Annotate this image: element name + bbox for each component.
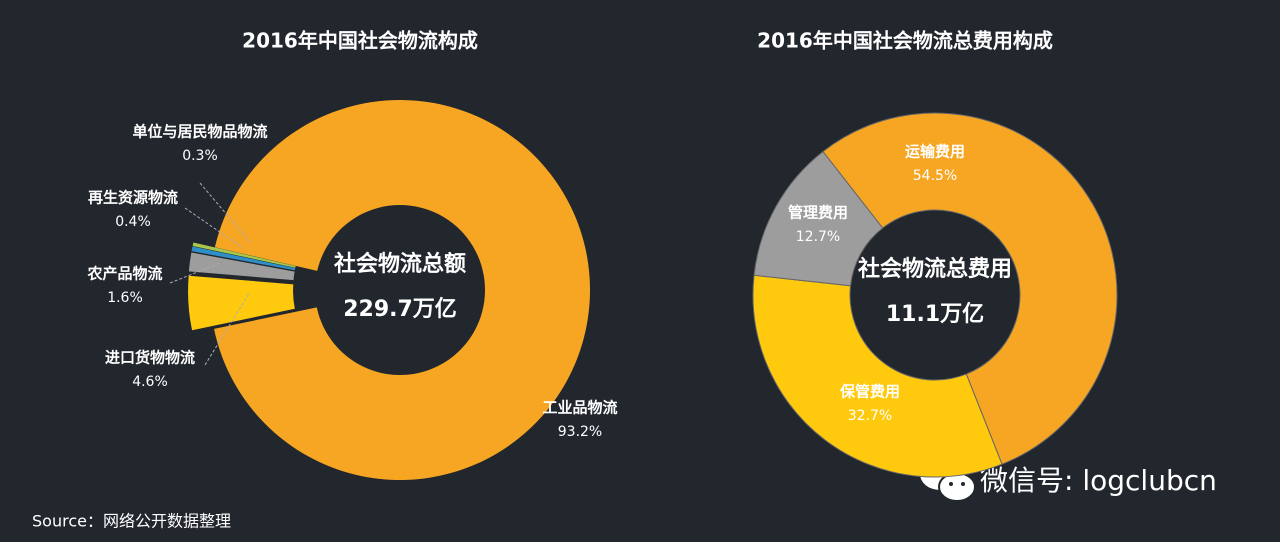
donut-slice <box>214 100 590 480</box>
source: Source：网络公开数据整理 <box>32 512 231 531</box>
donut-slice <box>188 252 295 281</box>
donut-slice <box>753 150 884 287</box>
slice-value: 0.3% <box>182 148 218 164</box>
donut-slice <box>752 274 1003 478</box>
donut-slice <box>188 275 295 331</box>
watermark: 微信号: logclubcn <box>980 464 1217 497</box>
slice-value: 1.6% <box>107 290 143 306</box>
donut-slice <box>191 246 296 271</box>
center-label: 社会物流总费用 <box>858 256 1012 282</box>
donut-slice <box>192 242 296 268</box>
center-value: 11.1万亿 <box>886 302 984 327</box>
center-value: 229.7万亿 <box>343 297 457 322</box>
slice-value: 12.7% <box>796 229 840 245</box>
slice-value: 32.7% <box>848 408 892 424</box>
slice-label: 单位与居民物品物流 <box>132 123 267 141</box>
slice-label: 管理费用 <box>788 204 848 222</box>
slice-value: 54.5% <box>913 168 957 184</box>
slice-value: 0.4% <box>115 214 151 230</box>
leader-line <box>199 182 251 243</box>
donut-slice <box>822 112 1118 465</box>
slice-value: 93.2% <box>558 424 602 440</box>
slice-label: 运输费用 <box>905 143 965 161</box>
leader-line <box>169 262 221 284</box>
chart-title: 2016年中国社会物流构成 <box>242 29 478 53</box>
leader-line <box>204 291 251 366</box>
slice-label: 再生资源物流 <box>88 189 178 207</box>
chart-title: 2016年中国社会物流总费用构成 <box>757 29 1053 53</box>
center-label: 社会物流总额 <box>334 251 466 277</box>
leader-line <box>184 207 244 249</box>
slice-value: 4.6% <box>132 374 168 390</box>
slice-label: 进口货物物流 <box>105 349 195 367</box>
slice-label: 农产品物流 <box>86 265 162 283</box>
slice-label: 保管费用 <box>839 383 900 401</box>
slice-label: 工业品物流 <box>542 399 617 417</box>
